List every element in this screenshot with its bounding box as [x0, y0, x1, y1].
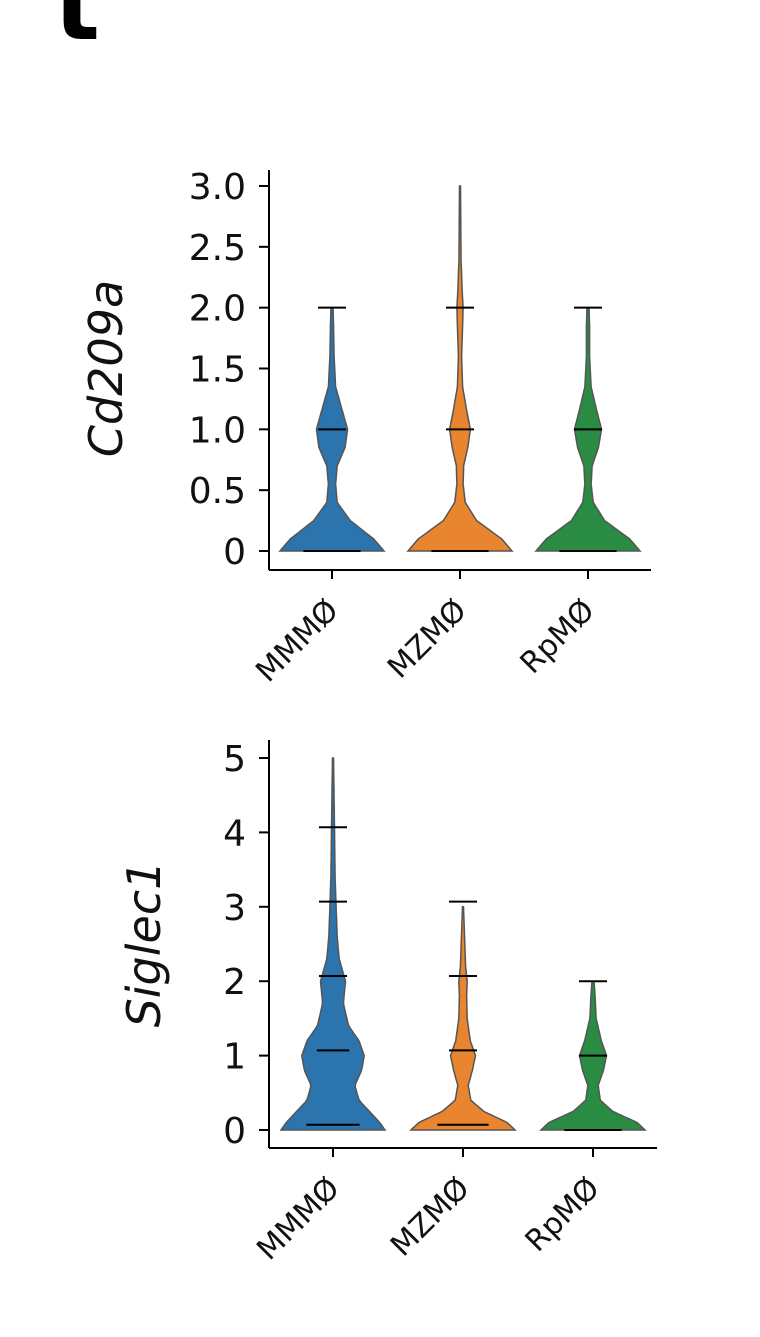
y-tick-label: 1	[223, 1037, 246, 1078]
x-category-label: MMMØ	[250, 1171, 346, 1267]
y-tick-label: 3.0	[189, 167, 246, 208]
y-tick-label: 3	[223, 888, 246, 929]
y-axis-label: Siglec1	[117, 861, 171, 1028]
y-axis-label: Cd209a	[79, 280, 133, 457]
y-tick-label: 0	[223, 1111, 246, 1152]
violin-chart-siglec1: 0 1 2 3 4 5 Siglec1 MMMØ MZMØ RpMØ	[117, 739, 657, 1267]
y-tick-label: 1.0	[189, 410, 246, 451]
y-tick-label: 1.5	[189, 350, 246, 391]
violin-mzm	[406, 185, 514, 552]
y-tick-label: 2.0	[189, 289, 246, 330]
y-tick-label: 5	[223, 739, 246, 780]
x-category-label: RpMØ	[514, 593, 602, 681]
y-tick-label: 2	[223, 962, 246, 1003]
y-tick-label: 0	[223, 532, 246, 573]
violin-chart-cd209a: 0 0.5 1.0 1.5 2.0 2.5 3.0 Cd209a MMMØ MZMØ RpMØ	[79, 167, 651, 689]
violin-mmm	[279, 757, 387, 1131]
y-tick-label: 2.5	[189, 228, 246, 269]
x-category-label: MMMØ	[249, 593, 345, 689]
x-category-label: RpMØ	[519, 1171, 607, 1259]
y-tick-label: 4	[223, 813, 246, 854]
x-category-label: MZMØ	[384, 1171, 477, 1264]
x-category-label: MZMØ	[381, 593, 474, 686]
panel-letter: t	[54, 0, 100, 62]
violin-mzm	[409, 906, 517, 1131]
y-tick-label: 0.5	[189, 471, 246, 512]
